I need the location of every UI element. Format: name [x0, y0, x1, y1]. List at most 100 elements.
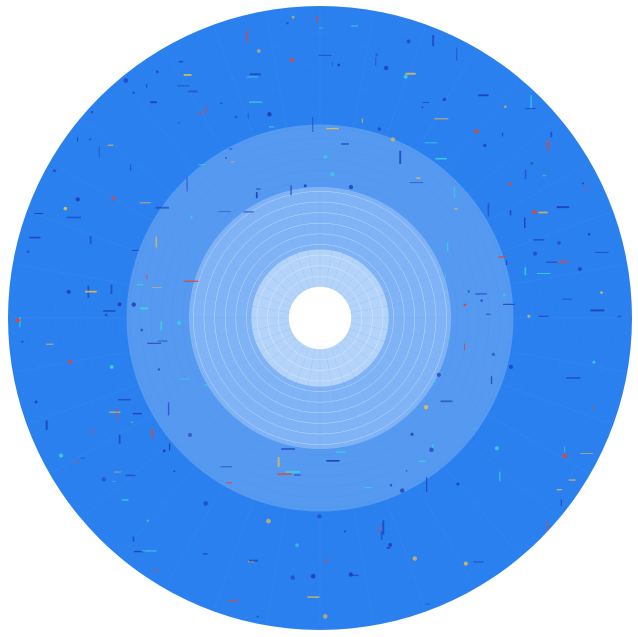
- ring-line-22: [55, 53, 585, 583]
- ring-line-3: [256, 254, 384, 382]
- hotspot: [600, 291, 603, 294]
- spoke-33: [346, 163, 588, 303]
- hotspot: [256, 615, 259, 618]
- hotspot: [267, 112, 272, 117]
- spoke-5: [339, 341, 519, 555]
- hotspot: [52, 169, 56, 173]
- spoke-30: [335, 50, 475, 292]
- spoke-3: [346, 333, 588, 473]
- spoke-10: [266, 348, 315, 623]
- spoke-4: [343, 337, 557, 517]
- spoke-13: [121, 341, 301, 555]
- anomaly-hotspots: [15, 15, 622, 619]
- spoke-21: [52, 163, 294, 303]
- hotspot: [375, 53, 378, 56]
- spoke-7: [330, 347, 426, 609]
- hotspot: [562, 453, 568, 458]
- hotspot: [508, 182, 512, 187]
- hotspot: [483, 143, 487, 148]
- hotspot: [322, 614, 328, 619]
- ring-line-5: [235, 233, 405, 403]
- spoke-20: [29, 212, 291, 308]
- hotspot: [131, 302, 136, 307]
- hotspot: [456, 482, 460, 486]
- hotspot: [377, 127, 382, 131]
- hotspot: [225, 156, 227, 159]
- hotspot: [463, 561, 468, 566]
- ring-line-26: [12, 10, 628, 626]
- ring-line-9: [193, 191, 447, 445]
- hotspot: [474, 128, 479, 134]
- ring-line-16: [118, 116, 522, 520]
- spoke-31: [339, 81, 519, 295]
- hotspot: [389, 484, 393, 487]
- hotspot: [289, 57, 295, 63]
- ring-line-6: [224, 222, 416, 414]
- hotspot: [234, 115, 238, 119]
- hotspot: [480, 299, 483, 302]
- hotspot: [290, 575, 295, 580]
- hotspot: [90, 110, 94, 114]
- hotspot: [104, 313, 108, 317]
- ring-line-2: [267, 265, 373, 371]
- spoke-16: [29, 328, 291, 424]
- hotspot: [337, 63, 341, 67]
- ring-line-24: [33, 31, 607, 605]
- hotspot: [286, 21, 289, 25]
- hotspot: [436, 372, 441, 377]
- hotspot: [467, 290, 470, 293]
- hotspot: [465, 290, 468, 293]
- ring-line-18: [97, 95, 543, 541]
- hotspot: [504, 105, 507, 109]
- hotspot: [502, 293, 506, 297]
- ring-line-20: [76, 74, 564, 562]
- spoke-29: [330, 27, 426, 289]
- hotspot: [412, 556, 418, 561]
- ring-line-14: [140, 138, 500, 498]
- hotspot: [109, 365, 114, 369]
- spoke-11: [214, 347, 310, 609]
- hotspot: [592, 360, 596, 364]
- hotspot: [190, 216, 193, 219]
- hotspot: [111, 196, 116, 201]
- ring-line-10: [182, 180, 458, 456]
- hotspot: [310, 573, 316, 579]
- hotspot: [157, 368, 161, 371]
- hotspot: [317, 514, 322, 519]
- spoke-35: [350, 264, 625, 313]
- hotspot: [203, 501, 208, 506]
- hotspot: [324, 559, 328, 562]
- hotspot: [154, 569, 158, 572]
- hotspot: [383, 65, 389, 71]
- spoke-19: [15, 264, 290, 313]
- spoke-22: [83, 119, 297, 299]
- spoke-17: [15, 323, 290, 372]
- hotspot: [74, 459, 78, 463]
- spoke-26: [266, 13, 315, 288]
- hotspot: [63, 206, 68, 211]
- hotspot: [198, 111, 202, 115]
- hotspot: [592, 406, 595, 409]
- spoke-28: [325, 13, 374, 288]
- hotspot: [173, 470, 176, 473]
- hotspot: [291, 15, 295, 19]
- hotspot: [303, 184, 307, 188]
- hotspot: [89, 138, 92, 141]
- spoke-12: [165, 344, 305, 586]
- hotspot: [348, 572, 353, 577]
- hotspot: [429, 447, 434, 453]
- hotspot: [21, 340, 24, 343]
- hotspot: [162, 449, 166, 453]
- hotspot: [494, 446, 500, 451]
- ring-line-13: [150, 148, 490, 488]
- hotspot: [348, 185, 354, 190]
- hotspot: [26, 250, 30, 253]
- hotspot: [403, 74, 408, 79]
- hotspot: [123, 78, 129, 83]
- ring-line-25: [23, 21, 617, 615]
- spoke-23: [121, 81, 301, 295]
- hotspot: [578, 267, 582, 271]
- center-hole: [299, 297, 341, 339]
- hotspot: [587, 232, 591, 236]
